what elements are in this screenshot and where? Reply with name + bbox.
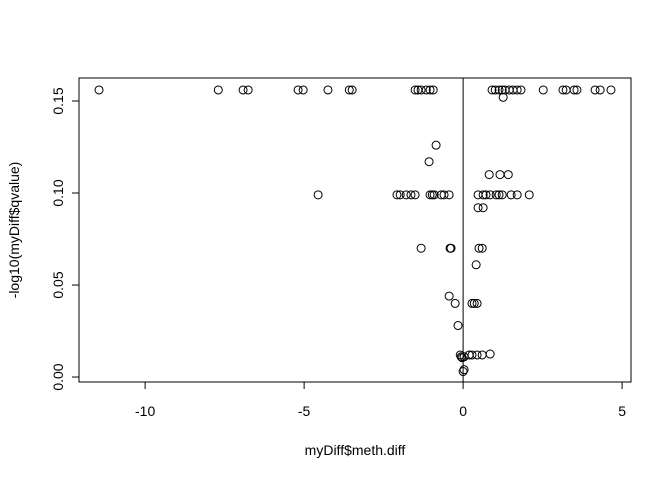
point bbox=[444, 190, 454, 200]
point bbox=[606, 85, 616, 95]
point bbox=[506, 190, 516, 200]
point bbox=[410, 85, 420, 95]
point bbox=[494, 190, 504, 200]
x-tick-label: 0 bbox=[459, 403, 467, 419]
point bbox=[471, 260, 481, 270]
point bbox=[401, 190, 411, 200]
point bbox=[94, 85, 104, 95]
point bbox=[474, 243, 484, 253]
point bbox=[459, 365, 469, 375]
point bbox=[595, 85, 605, 95]
point bbox=[487, 85, 497, 95]
y-tick-label: 0.05 bbox=[50, 271, 66, 298]
point bbox=[467, 298, 477, 308]
y-tick-label: 0.10 bbox=[50, 179, 66, 206]
point bbox=[425, 85, 435, 95]
point bbox=[472, 298, 482, 308]
plot-box bbox=[78, 77, 632, 383]
point bbox=[444, 291, 454, 301]
point bbox=[453, 321, 463, 331]
point bbox=[558, 85, 568, 95]
point bbox=[512, 190, 522, 200]
point bbox=[450, 298, 460, 308]
point bbox=[431, 140, 441, 150]
point bbox=[425, 190, 435, 200]
point bbox=[516, 85, 526, 95]
point bbox=[344, 85, 354, 95]
x-tick-label: -10 bbox=[135, 403, 155, 419]
point bbox=[485, 190, 495, 200]
point bbox=[498, 92, 508, 102]
point bbox=[459, 352, 469, 362]
point bbox=[590, 85, 600, 95]
point bbox=[485, 349, 495, 359]
point bbox=[572, 85, 582, 95]
y-tick-label: 0.00 bbox=[50, 363, 66, 390]
point bbox=[323, 85, 333, 95]
point bbox=[472, 350, 482, 360]
point bbox=[298, 85, 308, 95]
x-tick-label: 5 bbox=[618, 403, 626, 419]
point bbox=[213, 85, 223, 95]
point bbox=[478, 190, 488, 200]
x-tick-label: -5 bbox=[298, 403, 311, 419]
point bbox=[392, 190, 402, 200]
point bbox=[406, 190, 416, 200]
point bbox=[421, 85, 431, 95]
point bbox=[347, 85, 357, 95]
point bbox=[497, 85, 507, 95]
point bbox=[569, 85, 579, 95]
point bbox=[416, 243, 426, 253]
point bbox=[491, 190, 501, 200]
point bbox=[416, 85, 426, 95]
point bbox=[395, 190, 405, 200]
point bbox=[495, 170, 505, 180]
point bbox=[446, 243, 456, 253]
point bbox=[524, 190, 534, 200]
point bbox=[512, 85, 522, 95]
point bbox=[469, 298, 479, 308]
point bbox=[243, 85, 253, 95]
point bbox=[477, 350, 487, 360]
point bbox=[490, 85, 500, 95]
point bbox=[456, 352, 466, 362]
point bbox=[484, 170, 494, 180]
point bbox=[481, 190, 491, 200]
x-axis-label: myDiff$meth.diff bbox=[305, 442, 406, 458]
point bbox=[293, 85, 303, 95]
point bbox=[428, 85, 438, 95]
point bbox=[494, 85, 504, 95]
point bbox=[458, 367, 468, 377]
point bbox=[313, 190, 323, 200]
point bbox=[410, 190, 420, 200]
point bbox=[538, 85, 548, 95]
point bbox=[497, 190, 507, 200]
point bbox=[473, 203, 483, 213]
point bbox=[439, 190, 449, 200]
y-axis-label: -log10(myDiff$qvalue) bbox=[6, 162, 22, 299]
point bbox=[477, 243, 487, 253]
point bbox=[478, 203, 488, 213]
point bbox=[424, 157, 434, 167]
y-tick-label: 0.15 bbox=[50, 87, 66, 114]
point bbox=[238, 85, 248, 95]
point bbox=[457, 353, 467, 363]
point bbox=[429, 190, 439, 200]
point bbox=[503, 170, 513, 180]
